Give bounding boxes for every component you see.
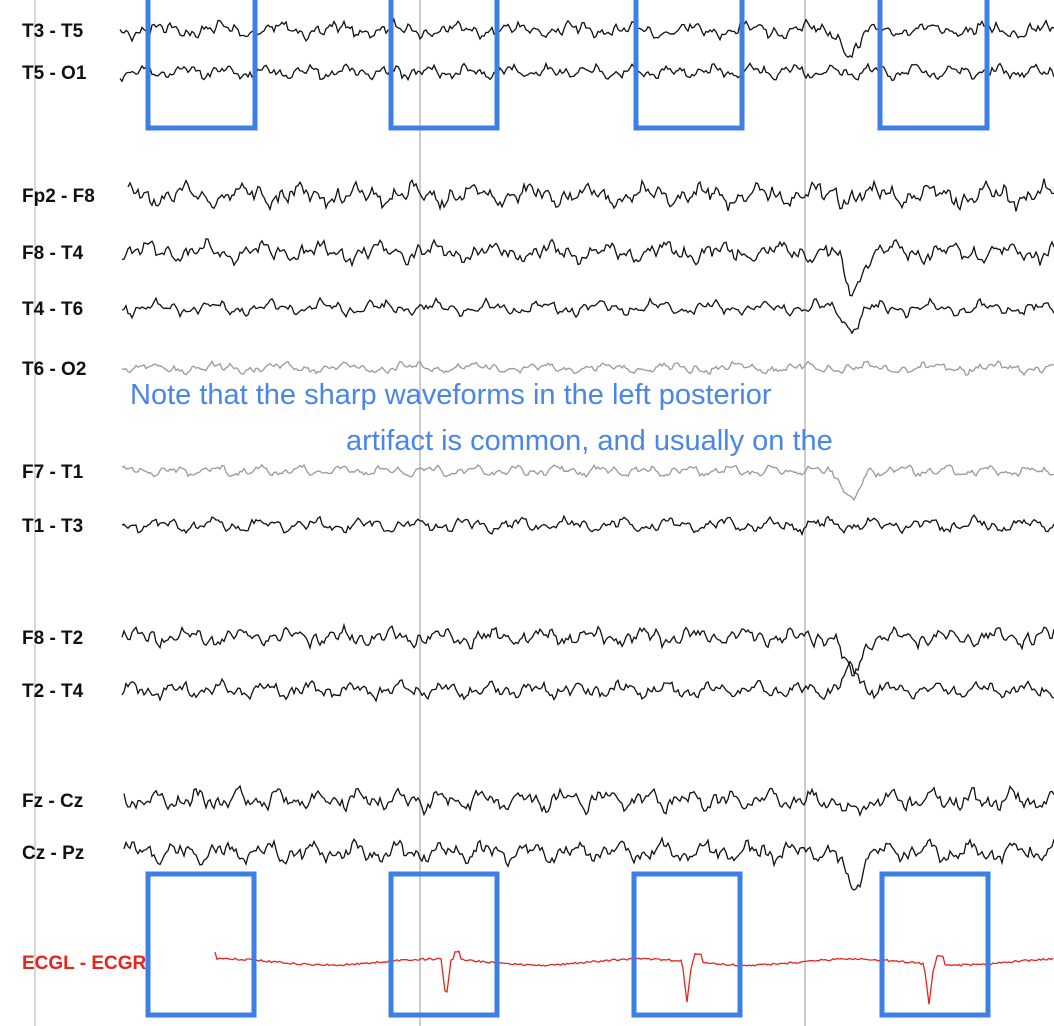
highlight-boxes <box>145 0 991 1018</box>
channel-label: F8 - T4 <box>22 243 84 264</box>
eeg-trace <box>123 836 1054 891</box>
channel-label: Cz - Pz <box>22 843 84 864</box>
channel-label: Fp2 - F8 <box>22 186 95 207</box>
highlight-box <box>633 0 745 131</box>
highlight-box <box>388 0 500 131</box>
highlight-box <box>631 871 743 1018</box>
eeg-trace <box>121 359 1054 377</box>
highlight-box <box>145 0 258 131</box>
channel-labels: T3 - T5 T5 - O1 Fp2 - F8 F8 - T4 T4 - T6 T6 -… <box>22 21 146 974</box>
highlight-box <box>145 871 257 1018</box>
highlight-box <box>388 871 500 1018</box>
eeg-trace <box>121 238 1054 297</box>
eeg-trace <box>121 513 1054 537</box>
time-grid <box>34 0 806 1026</box>
eeg-trace <box>119 17 1054 59</box>
note-line: Note that the sharp waveforms in the lef… <box>130 379 772 411</box>
channel-label: T1 - T3 <box>22 516 83 537</box>
channel-label: F8 - T2 <box>22 628 83 649</box>
note-line: artifact is common, and usually on the <box>346 425 833 457</box>
channel-label: T3 - T5 <box>22 21 84 42</box>
eeg-trace <box>121 296 1054 335</box>
eeg-trace <box>121 660 1054 703</box>
highlight-box <box>879 871 991 1018</box>
highlight-box <box>877 0 990 131</box>
eeg-trace <box>123 784 1054 817</box>
channel-label: T4 - T6 <box>22 299 83 320</box>
eeg-trace <box>127 178 1054 212</box>
eeg-trace <box>121 622 1054 677</box>
channel-label: ECGL - ECGR <box>22 953 146 974</box>
channel-label: F7 - T1 <box>22 462 84 483</box>
channel-label: T5 - O1 <box>22 63 87 84</box>
channel-label: Fz - Cz <box>22 791 83 812</box>
eeg-trace <box>121 463 1054 502</box>
channel-label: T6 - O2 <box>22 359 86 380</box>
channel-label: T2 - T4 <box>22 681 84 702</box>
eeg-trace <box>119 61 1054 83</box>
traces <box>119 17 1054 1005</box>
